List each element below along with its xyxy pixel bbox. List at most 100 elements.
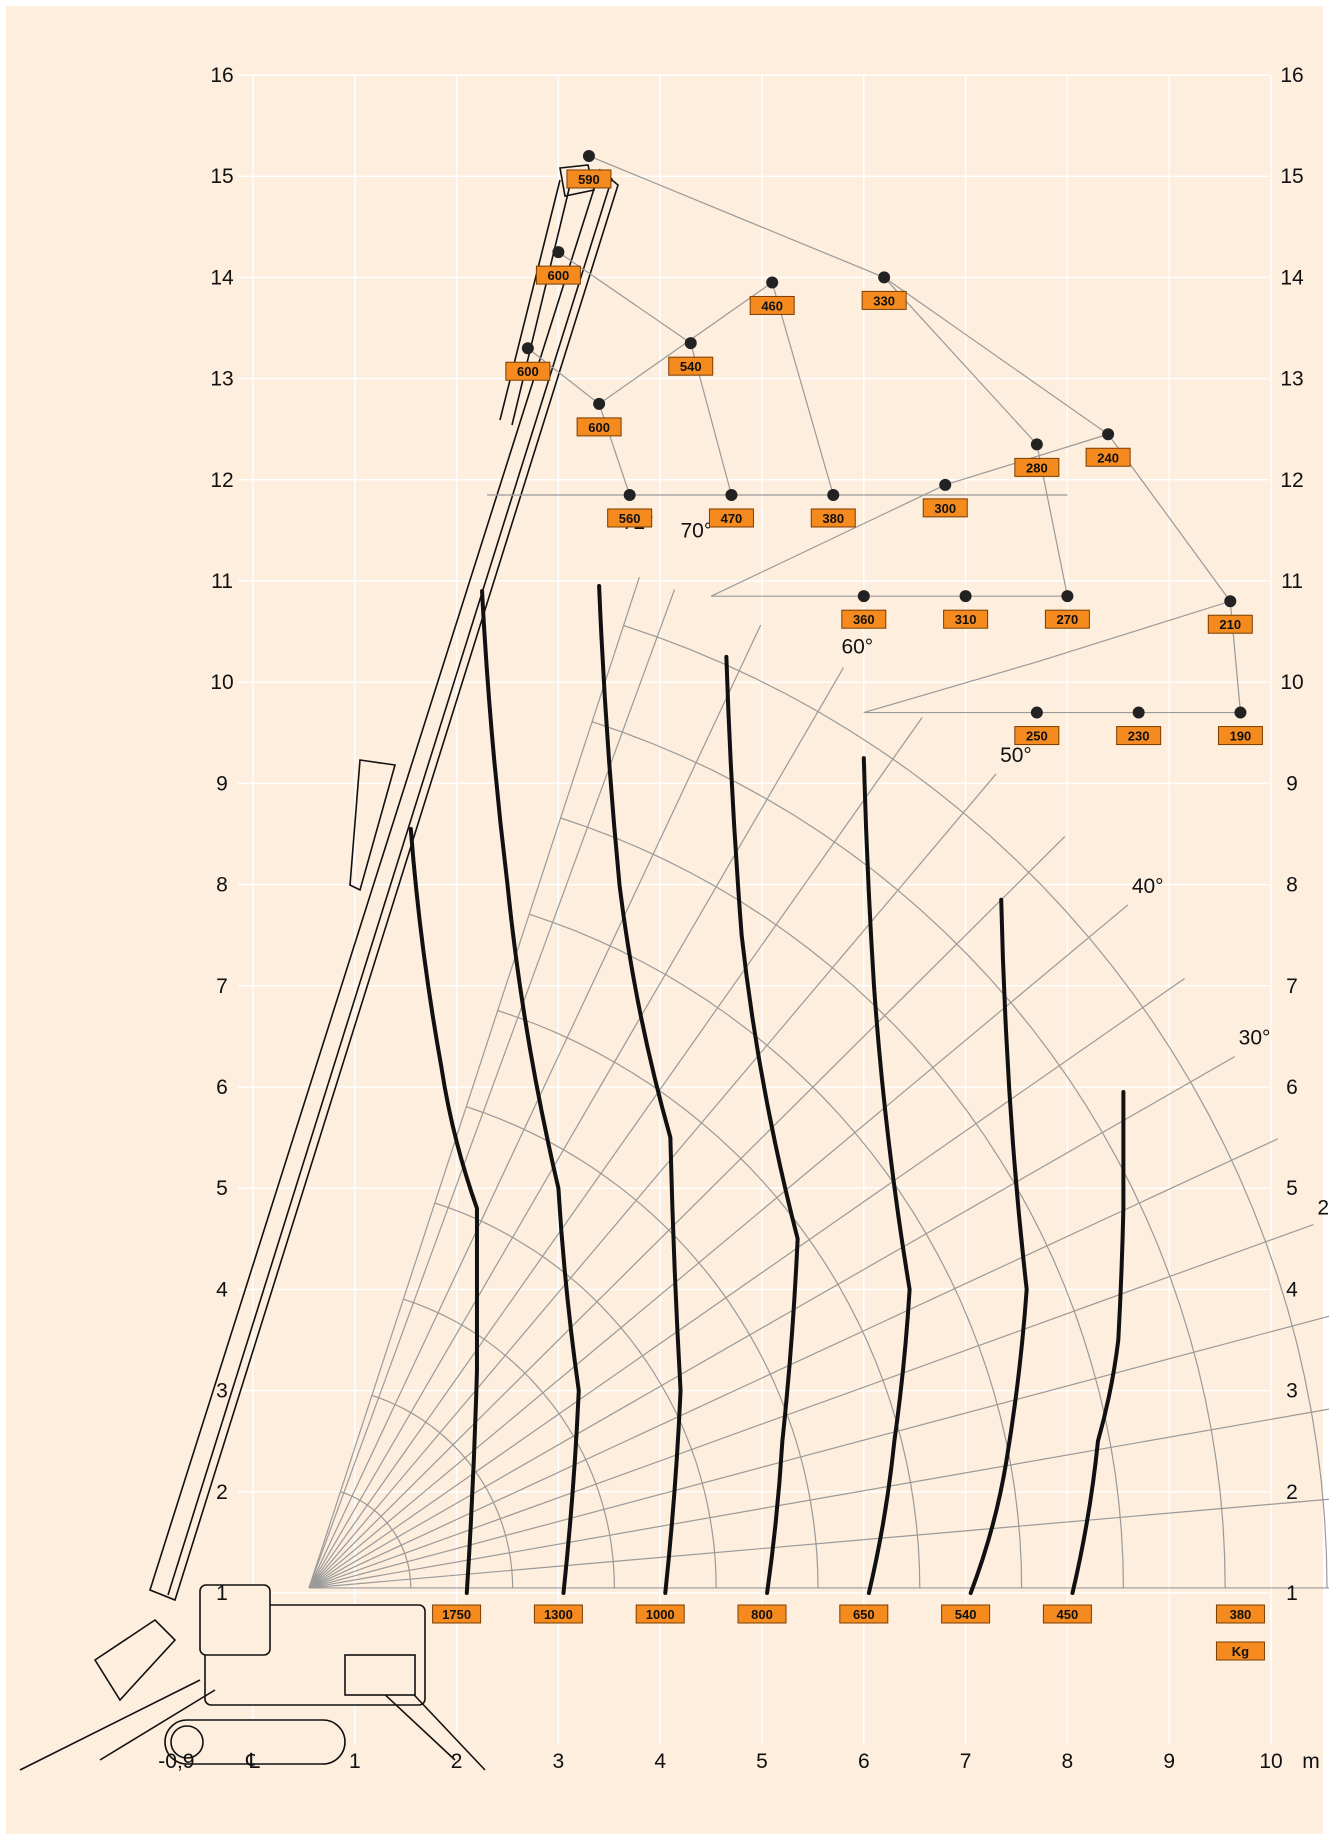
capacity-label: 250 bbox=[1026, 729, 1048, 744]
angle-ray bbox=[308, 1315, 1329, 1589]
y-tick-left: 7 bbox=[216, 975, 228, 998]
x-tick: 10 bbox=[1259, 1750, 1282, 1773]
capacity-label: 280 bbox=[1026, 460, 1048, 475]
capacity-label: 1300 bbox=[544, 1607, 573, 1622]
x-tick: 6 bbox=[858, 1750, 870, 1773]
capacity-label: 590 bbox=[578, 172, 600, 187]
jib-point bbox=[593, 397, 606, 410]
x-tick: -0,9 bbox=[158, 1750, 194, 1773]
angle-ray bbox=[308, 977, 1185, 1589]
angle-ray bbox=[308, 904, 1129, 1589]
capacity-label: 330 bbox=[873, 293, 895, 308]
jib-point bbox=[623, 488, 636, 501]
jib-point bbox=[1061, 590, 1074, 603]
y-tick-left: 9 bbox=[216, 772, 228, 795]
y-tick-left: 6 bbox=[216, 1076, 228, 1099]
angle-ray bbox=[308, 717, 923, 1589]
capacity-badge bbox=[1014, 457, 1060, 477]
load-curve bbox=[968, 897, 1029, 1595]
load-curves bbox=[408, 584, 1126, 1595]
capacity-label: 270 bbox=[1057, 612, 1079, 627]
y-tick-right: 3 bbox=[1286, 1380, 1298, 1403]
y-tick-left: 10 bbox=[210, 671, 233, 694]
capacity-badge bbox=[943, 609, 989, 629]
angle-ray bbox=[308, 1056, 1235, 1589]
jib-line bbox=[883, 276, 1068, 597]
y-tick-right: 16 bbox=[1280, 64, 1303, 87]
load-curve bbox=[597, 584, 683, 1595]
capacity-badge bbox=[1044, 609, 1090, 629]
y-tick-right: 14 bbox=[1280, 266, 1304, 289]
radius-arc bbox=[591, 721, 1226, 1588]
jib-line bbox=[863, 600, 1242, 714]
y-tick-left: 1 bbox=[216, 1582, 228, 1605]
track-wheel bbox=[170, 1725, 204, 1759]
radius-arc bbox=[560, 817, 1124, 1588]
capacity-label: 470 bbox=[721, 511, 743, 526]
angle-ray bbox=[308, 773, 997, 1589]
counterweight bbox=[344, 1654, 416, 1696]
x-tick: 3 bbox=[553, 1750, 565, 1773]
capacity-badge bbox=[839, 1604, 889, 1624]
radius-arc bbox=[466, 1106, 819, 1588]
capacity-badge bbox=[737, 1604, 787, 1624]
y-tick-left: 11 bbox=[211, 570, 233, 593]
y-tick-left: 2 bbox=[216, 1481, 228, 1504]
capacity-label: 310 bbox=[955, 612, 977, 627]
load-curve bbox=[1070, 1090, 1126, 1595]
x-tick: 7 bbox=[960, 1750, 972, 1773]
capacity-badge bbox=[749, 295, 795, 315]
capacity-label: 450 bbox=[1057, 1607, 1079, 1622]
jib-struts bbox=[499, 179, 571, 426]
angle-ray bbox=[308, 1223, 1314, 1589]
y-tick-right: 1 bbox=[1286, 1582, 1298, 1605]
angle-ray bbox=[308, 624, 762, 1589]
cabin bbox=[199, 1584, 271, 1656]
capacity-badge bbox=[1085, 447, 1131, 467]
capacity-badge bbox=[861, 290, 907, 310]
chart-panel bbox=[6, 6, 1323, 1834]
jib-point bbox=[1132, 706, 1145, 719]
jib-point bbox=[684, 337, 697, 350]
y-tick-left: 15 bbox=[210, 165, 233, 188]
y-tick-left: 5 bbox=[216, 1177, 228, 1200]
capacity-label: 600 bbox=[588, 420, 610, 435]
jib-point bbox=[725, 488, 738, 501]
y-tick-right: 13 bbox=[1280, 368, 1303, 391]
y-tick-right: 4 bbox=[1286, 1278, 1298, 1301]
y-tick-right: 11 bbox=[1281, 570, 1303, 593]
radius-arc bbox=[403, 1298, 615, 1588]
y-tick-right: 8 bbox=[1286, 874, 1298, 897]
y-tick-right: 7 bbox=[1286, 975, 1298, 998]
x-tick: 4 bbox=[654, 1750, 666, 1773]
capacity-label: 1000 bbox=[646, 1607, 675, 1622]
x-unit-label: m bbox=[1302, 1750, 1320, 1773]
capacity-badge bbox=[533, 1604, 583, 1624]
capacity-label: 240 bbox=[1097, 450, 1119, 465]
y-tick-left: 4 bbox=[216, 1278, 228, 1301]
boom-base bbox=[93, 1618, 177, 1702]
x-tick: 9 bbox=[1163, 1750, 1175, 1773]
angle-label: 30° bbox=[1239, 1027, 1271, 1050]
capacity-badge bbox=[1207, 614, 1253, 634]
angle-ray bbox=[308, 836, 1066, 1589]
y-tick-right: 12 bbox=[1280, 469, 1303, 492]
jib-point bbox=[766, 276, 779, 289]
angle-ray bbox=[308, 1498, 1329, 1589]
y-tick-right: 5 bbox=[1286, 1177, 1298, 1200]
jib-point bbox=[1030, 706, 1043, 719]
capacity-label: 1750 bbox=[442, 1607, 471, 1622]
capacity-badge bbox=[505, 361, 551, 381]
load-curve bbox=[861, 756, 912, 1595]
angle-label: 60° bbox=[841, 636, 873, 659]
capacity-badge bbox=[708, 508, 754, 528]
track bbox=[164, 1719, 346, 1765]
x-tick: 8 bbox=[1062, 1750, 1074, 1773]
jib-line bbox=[588, 155, 1231, 602]
jib-point bbox=[827, 488, 840, 501]
capacity-label: 800 bbox=[751, 1607, 773, 1622]
capacity-label: 560 bbox=[619, 511, 641, 526]
capacity-badge bbox=[535, 265, 581, 285]
y-tick-right: 2 bbox=[1286, 1481, 1298, 1504]
